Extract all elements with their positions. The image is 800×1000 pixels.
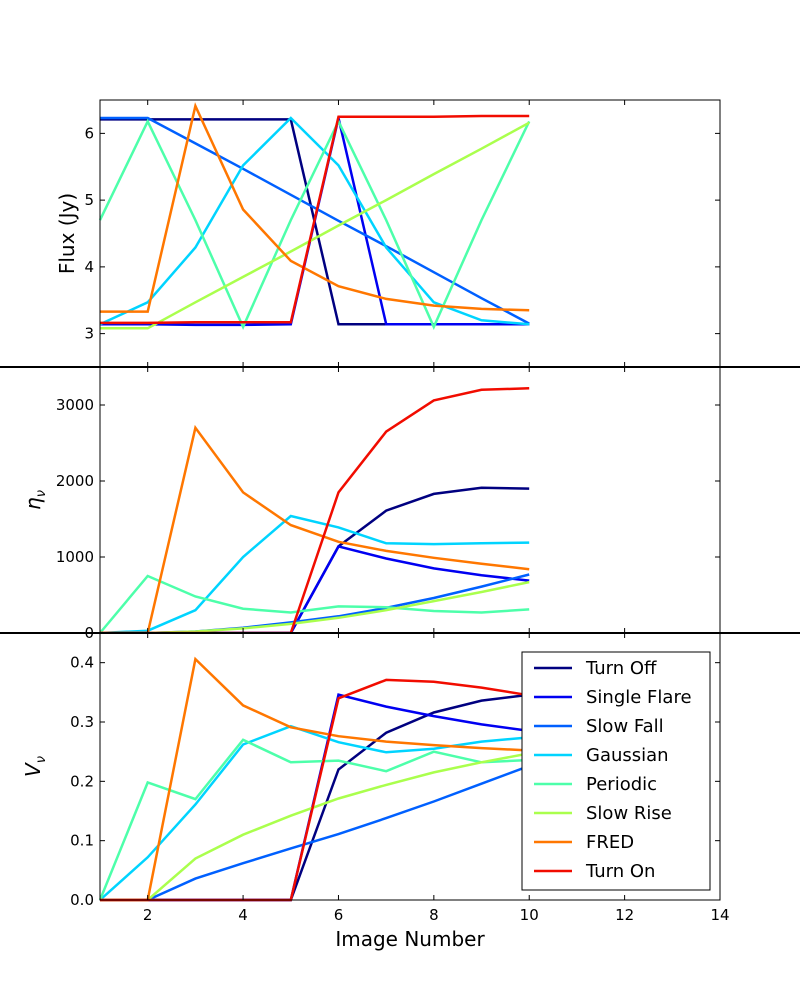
legend-label: Single Flare — [586, 687, 692, 708]
y-tick-label: 2000 — [56, 472, 94, 490]
legend-label: Turn On — [585, 861, 655, 882]
y-tick-label: 6 — [84, 124, 94, 142]
y-tick-label: 5 — [84, 191, 94, 209]
legend-item: Slow Fall — [534, 716, 664, 737]
y-axis-label-symbol: V — [21, 762, 45, 777]
legend-box — [521, 651, 711, 891]
legend-item: Turn Off — [534, 658, 657, 679]
y-tick-label: 0.1 — [70, 832, 94, 850]
y-tick-label: 4 — [84, 258, 94, 276]
y-tick-label: 3000 — [56, 396, 94, 414]
y-tick-label: 1000 — [56, 548, 94, 566]
x-axis-label: Image Number — [335, 927, 485, 951]
y-tick-label: 0.2 — [70, 772, 94, 790]
y-tick-label: 0.4 — [70, 654, 94, 672]
y-axis-label-subscript: ν — [34, 490, 49, 497]
legend-label: Slow Rise — [586, 803, 672, 824]
y-axis-label-symbol: η — [21, 497, 45, 510]
y-axis-label-panel-2: ην — [21, 490, 49, 510]
x-tick-label: 10 — [520, 906, 539, 924]
series-line-fred-panel-3 — [100, 656, 530, 902]
x-tick-label: 2 — [143, 906, 153, 924]
legend-item: Turn On — [534, 861, 655, 882]
x-tick-label: 8 — [429, 906, 439, 924]
y-tick-label: 3 — [84, 325, 94, 343]
panel-1: 3 4 5 6 Flux (Jy) — [55, 99, 721, 368]
legend-item: Periodic — [534, 774, 657, 795]
series-line-slow-fall-panel-1 — [100, 116, 530, 325]
series-line-periodic-panel-2 — [99, 574, 530, 634]
series-line-periodic-panel-3 — [98, 738, 530, 901]
series-line-turn-on-panel-1 — [100, 114, 530, 325]
series-line-slow-fall-panel-3 — [100, 764, 530, 902]
x-tick-label: 4 — [238, 906, 248, 924]
legend-label: Gaussian — [586, 745, 669, 766]
y-axis-label-subscript: ν — [34, 756, 49, 763]
y-axis-label-panel-3: Vν — [21, 756, 49, 777]
series-line-periodic-panel-1 — [98, 118, 531, 330]
legend-item: Gaussian — [534, 745, 669, 766]
y-tick-label: 0.0 — [70, 891, 94, 909]
series-line-slow-rise-panel-1 — [100, 121, 530, 330]
panel-1-plot-area — [100, 100, 720, 367]
x-tick-label: 14 — [710, 906, 729, 924]
series-line-gaussian-panel-3 — [99, 724, 530, 901]
legend-item: FRED — [534, 832, 634, 853]
legend-label: Slow Fall — [586, 716, 664, 737]
legend-item: Slow Rise — [534, 803, 672, 824]
legend-item: Single Flare — [534, 687, 692, 708]
series-line-fred-panel-1 — [100, 102, 530, 313]
panel-2-plot-area — [100, 367, 720, 633]
x-axis: Image Number 2 4 6 8 10 12 14 — [143, 906, 730, 951]
legend-label: Turn Off — [585, 658, 657, 679]
legend: Turn Off Single Flare Slow Fall Gaussian Per… — [521, 651, 711, 891]
series-line-fred-panel-2 — [100, 424, 530, 635]
series-line-slow-rise-panel-3 — [100, 752, 530, 902]
legend-label: Periodic — [586, 774, 657, 795]
x-tick-label: 12 — [615, 906, 634, 924]
series-line-gaussian-panel-2 — [99, 514, 530, 635]
series-line-gaussian-panel-1 — [99, 116, 530, 326]
y-axis-label-panel-1: Flux (Jy) — [55, 193, 79, 274]
legend-label: FRED — [586, 832, 634, 853]
y-tick-label: 0.3 — [70, 713, 94, 731]
x-tick-label: 6 — [334, 906, 344, 924]
